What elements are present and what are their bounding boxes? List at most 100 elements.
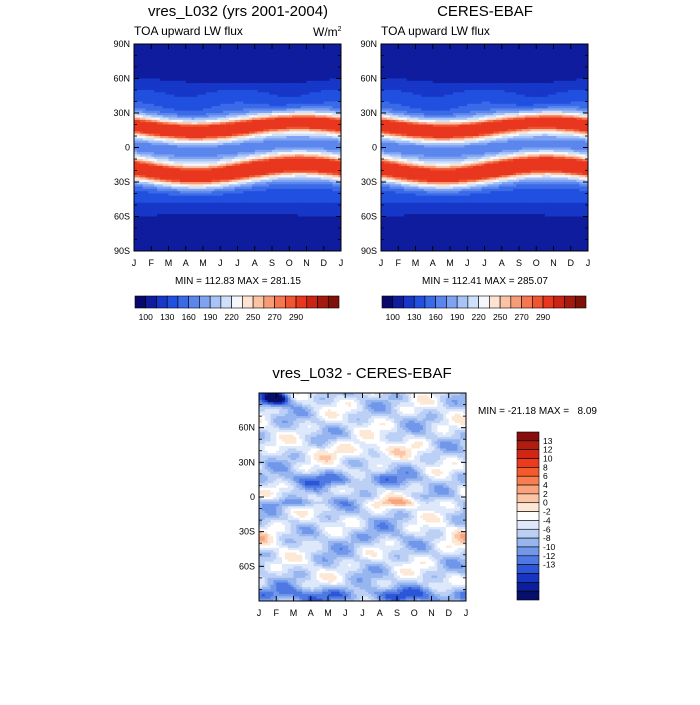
panel-a-cell — [263, 108, 267, 112]
panel-a-cell — [174, 179, 178, 183]
panel-a-cell — [277, 172, 282, 176]
panel-a-cell — [315, 129, 319, 132]
panel-a-cell — [274, 191, 279, 195]
panel-a-cell — [188, 149, 193, 153]
panel-a-cell — [168, 175, 172, 178]
panel-a-cell — [197, 129, 201, 132]
panel-a-cell — [306, 115, 310, 119]
panel-a-cell — [326, 64, 331, 68]
panel-a-cell — [168, 76, 172, 80]
panel-a-cell — [338, 85, 341, 89]
panel-a-cell — [208, 198, 213, 201]
panel-a-cell — [177, 198, 181, 201]
panel-a-cell — [211, 165, 216, 169]
panel-a-cell — [228, 124, 233, 128]
panel-a-cell — [320, 71, 325, 75]
panel-a-cell — [159, 184, 164, 188]
panel-a-cell — [292, 110, 296, 114]
panel-a-cell — [237, 179, 241, 183]
panel-a-cell — [171, 57, 175, 61]
panel-a-cell — [338, 140, 341, 144]
panel-a-cell — [197, 161, 201, 165]
panel-a-cell — [283, 62, 287, 66]
panel-a-cell — [168, 85, 172, 89]
panel-a-cell — [309, 168, 313, 172]
panel-a-cell — [165, 147, 170, 151]
panel-a-cell — [226, 110, 230, 114]
panel-a-cell — [295, 103, 299, 107]
panel-a-cell — [145, 60, 149, 63]
panel-a-cell — [171, 156, 175, 160]
panel-a-cell — [151, 154, 155, 158]
panel-a-cell — [148, 103, 152, 107]
panel-a-cell — [145, 179, 149, 183]
panel-a-cell — [139, 46, 144, 50]
panel-a-cell — [251, 99, 256, 103]
panel-a-cell — [269, 170, 273, 174]
panel-a-cell — [326, 55, 331, 59]
panel-a-cell — [200, 55, 204, 59]
panel-a-cell — [159, 198, 164, 201]
panel-a-cell — [234, 154, 239, 158]
panel-a-cell — [136, 55, 141, 59]
panel-a-cell — [168, 165, 172, 169]
panel-a-cell — [246, 170, 250, 174]
panel-a-cell — [289, 142, 293, 146]
panel-a-cell — [335, 177, 339, 181]
panel-a-cell — [257, 55, 262, 59]
panel-a-cell — [315, 186, 319, 190]
panel-a-cell — [171, 172, 175, 176]
panel-a-cell — [197, 140, 201, 144]
panel-a-cell — [154, 67, 158, 70]
panel-a-cell — [338, 136, 341, 139]
panel-a-cell — [323, 177, 328, 181]
panel-a-cell — [338, 124, 341, 128]
panel-a-cell — [320, 188, 325, 192]
panel-a-cell — [177, 46, 181, 50]
panel-a-cell — [237, 80, 241, 84]
panel-a-cell — [188, 140, 193, 144]
panel-a-cell — [220, 106, 224, 109]
panel-a-cell — [269, 92, 273, 96]
panel-a-cell — [174, 106, 178, 109]
panel-a-cell — [214, 108, 218, 112]
panel-a-cell — [162, 163, 167, 167]
panel-a-cell — [312, 152, 316, 155]
panel-a-cell — [266, 69, 270, 73]
panel-a-cell — [274, 71, 279, 75]
panel-a-cell — [191, 129, 195, 132]
panel-a-cell — [266, 90, 270, 93]
panel-a-cell — [182, 140, 187, 144]
panel-a-cell — [203, 57, 207, 61]
panel-a-cell — [263, 147, 267, 151]
panel-a-cell — [326, 71, 331, 75]
panel-a-cell — [272, 55, 276, 59]
panel-a-cell — [249, 147, 253, 151]
panel-a-cell — [246, 165, 250, 169]
panel-a-cell — [332, 140, 336, 144]
panel-a-cell — [246, 48, 250, 52]
panel-a-cell — [280, 200, 285, 204]
panel-a-cell — [243, 156, 247, 160]
panel-a-cell — [145, 110, 149, 114]
panel-a-cell — [297, 69, 302, 73]
panel-a-cell — [185, 202, 190, 206]
panel-a-cell — [297, 179, 302, 183]
panel-a-cell — [157, 188, 161, 192]
panel-a-cell — [211, 67, 216, 70]
panel-a-cell — [214, 138, 218, 142]
panel-a-cell — [257, 168, 262, 172]
panel-a-cell — [320, 145, 325, 149]
panel-a-cell — [223, 179, 227, 183]
panel-a-cell — [159, 193, 164, 197]
panel-a-cell — [191, 103, 195, 107]
panel-a-cell — [338, 99, 341, 103]
panel-a-cell — [246, 156, 250, 160]
panel-a-cell — [269, 57, 273, 61]
panel-a-cell — [145, 188, 149, 192]
panel-a-cell — [145, 145, 149, 149]
panel-a-cell — [177, 67, 181, 70]
panel-a-cell — [197, 177, 201, 181]
panel-a-cell — [295, 90, 299, 93]
panel-a-cell — [136, 186, 141, 190]
